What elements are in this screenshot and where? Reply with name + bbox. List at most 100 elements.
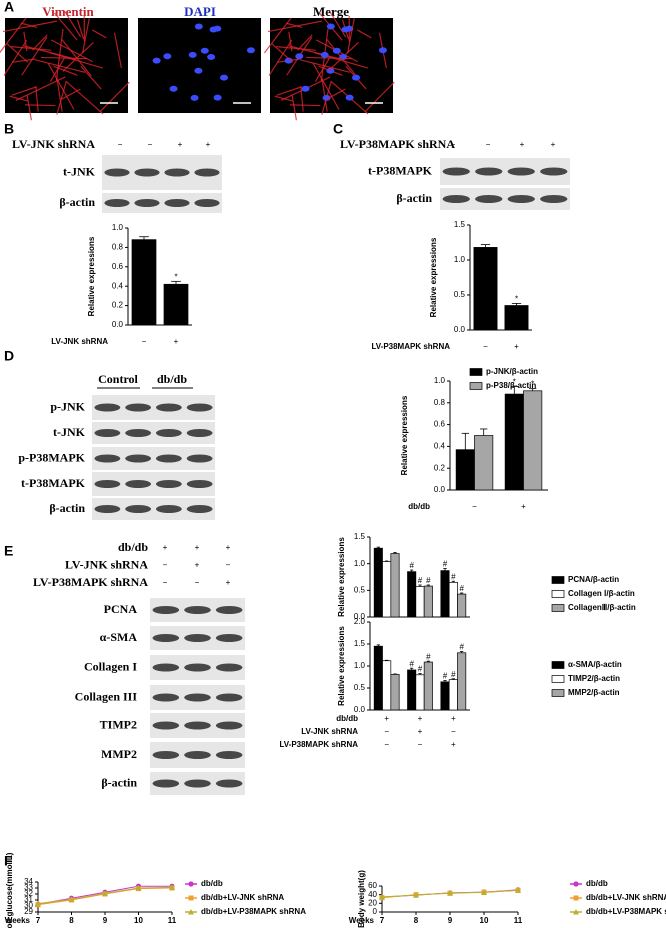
filament: [80, 65, 102, 90]
nucleus: [352, 74, 361, 81]
blot-label: t-P38MAPK: [368, 163, 433, 177]
filament: [312, 62, 340, 110]
legend-swatch: [551, 604, 565, 612]
bar: [373, 547, 383, 618]
bar: [131, 239, 157, 326]
filament: [329, 10, 347, 38]
x-axis-label: db/db: [408, 502, 430, 511]
filament: [6, 43, 29, 63]
point: [481, 889, 487, 895]
blot-band: [104, 199, 130, 207]
nucleus: [322, 94, 331, 101]
point: [135, 885, 142, 891]
blot-band: [194, 168, 220, 177]
y-axis-label: Body weight(g): [357, 870, 366, 928]
bar: [448, 679, 458, 711]
point: [102, 890, 108, 896]
legend-swatch: [469, 382, 483, 390]
blot-band: [155, 403, 182, 412]
nucleus: [188, 51, 197, 58]
significance-mark: #: [426, 576, 431, 585]
filament: [271, 43, 294, 63]
filament: [276, 86, 302, 96]
panel-label: B: [4, 121, 14, 137]
blot-strip: [92, 447, 215, 470]
condition-name: LV-JNK shRNA: [65, 557, 148, 571]
bar: [455, 449, 475, 491]
blot-band: [184, 721, 211, 730]
y-tick-label: 0.6: [434, 420, 446, 429]
blot-label: p-P38MAPK: [18, 450, 85, 464]
error-bar: [510, 386, 518, 395]
y-tick-label: 0.0: [112, 320, 124, 329]
legend-label: db/db+LV-P38MAPK shRNA: [586, 907, 666, 916]
condition-sign: +: [178, 140, 183, 149]
filament: [11, 46, 52, 51]
condition-name: LV-P38MAPK shRNA: [33, 575, 148, 589]
y-axis-label: Relative expressions: [429, 237, 438, 317]
x-tick-label: 9: [103, 916, 108, 925]
x-tick-label: +: [174, 337, 179, 346]
nucleus: [213, 94, 222, 101]
nucleus: [332, 47, 341, 54]
blot-band: [155, 454, 182, 463]
bar: [523, 390, 543, 491]
nucleus: [301, 85, 310, 92]
error-bar: [480, 428, 488, 436]
point: [573, 881, 579, 887]
legend-label: CollagenⅢ/β-actin: [568, 603, 636, 612]
filament: [9, 95, 28, 102]
legend-swatch: [551, 590, 565, 598]
point: [515, 887, 521, 893]
x-tick-label: −: [472, 502, 477, 511]
blot-band: [94, 480, 121, 488]
bar: [504, 393, 524, 491]
point: [573, 895, 579, 901]
filament: [81, 18, 90, 54]
filament: [274, 95, 293, 102]
error-bar: [376, 546, 380, 549]
x-tick-label: 8: [69, 916, 74, 925]
filament: [276, 46, 317, 51]
nucleus: [194, 67, 203, 74]
error-bar: [418, 584, 422, 587]
x-tick-label: 11: [168, 916, 177, 925]
legend-swatch: [551, 689, 565, 697]
blot-band: [540, 167, 568, 176]
legend-label: db/db+LV-JNK shRNA: [201, 893, 284, 902]
error-bar: [529, 388, 537, 391]
bar: [440, 570, 450, 618]
x-row-sign: +: [418, 727, 423, 736]
blot-band: [186, 480, 213, 488]
blot-band: [184, 606, 211, 614]
bar: [440, 681, 450, 711]
x-tick-label: 10: [134, 916, 143, 925]
bar: [473, 247, 498, 331]
bar: [423, 661, 433, 711]
error-bar: [426, 584, 430, 587]
condition-sign: +: [195, 561, 200, 570]
y-tick-label: 0.4: [112, 281, 124, 290]
blot-band: [125, 454, 152, 463]
point: [413, 892, 419, 898]
y-tick-label: 0.2: [112, 301, 124, 310]
blot-band: [152, 663, 180, 672]
blot-band: [155, 505, 182, 513]
blot-band: [152, 606, 180, 614]
blot-band: [164, 168, 190, 177]
group-label: db/db: [157, 372, 187, 386]
blot-band: [186, 429, 213, 437]
y-tick-label: 1.5: [454, 220, 466, 229]
blot-band: [152, 634, 180, 642]
legend-label: db/db+LV-JNK shRNA: [586, 893, 666, 902]
x-tick-label: −: [142, 337, 147, 346]
legend-label: TIMP2/β-actin: [568, 674, 620, 683]
filament: [56, 80, 67, 115]
blot-label: β-actin: [101, 775, 137, 789]
x-row-sign: +: [451, 740, 456, 749]
significance-mark: #: [443, 672, 448, 681]
x-axis-label: LV-P38MAPK shRNA: [371, 342, 450, 351]
blot-band: [507, 195, 535, 203]
y-tick-label: 1.0: [354, 559, 366, 568]
